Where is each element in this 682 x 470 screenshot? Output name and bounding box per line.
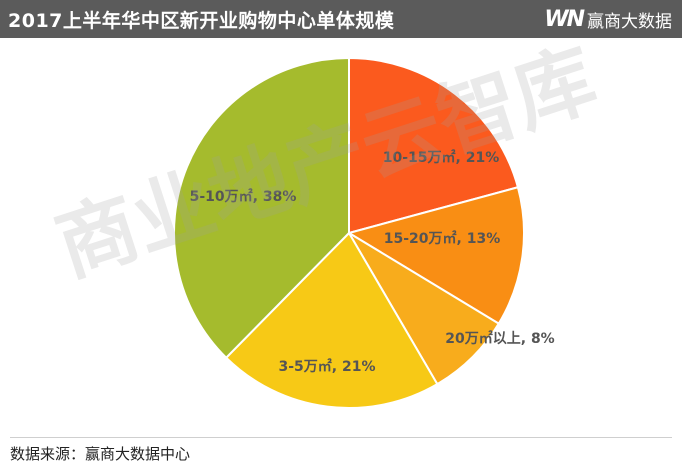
data-source: 数据来源：赢商大数据中心 [10, 445, 191, 463]
slice-label: 10-15万㎡, 21% [383, 149, 499, 166]
pie-slice [173, 56, 350, 360]
footer-divider [10, 437, 672, 438]
slice-label: 3-5万㎡, 21% [279, 358, 376, 375]
logo-text: 赢商大数据 [587, 11, 672, 32]
slice-label: 5-10万㎡, 38% [190, 188, 297, 205]
slice-label: 15-20万㎡, 13% [384, 230, 500, 247]
slice-label: 20万㎡以上, 8% [445, 330, 554, 347]
pie-chart: 10-15万㎡, 21% 15-20万㎡, 13% 20万㎡以上, 8% 3-5万㎡,… [173, 56, 555, 409]
brand-logo: WN 赢商大数据 [544, 5, 672, 33]
pie-slice [224, 231, 439, 409]
chart-area: 10-15万㎡, 21% 15-20万㎡, 13% 20万㎡以上, 8% 3-5万㎡,… [0, 31, 682, 433]
logo-mark-icon: WN [544, 6, 585, 32]
chart-title: 2017上半年华中区新开业购物中心单体规模 [8, 10, 395, 32]
header-bar: 2017上半年华中区新开业购物中心单体规模 WN 赢商大数据 [0, 0, 682, 38]
pie-slice [346, 186, 525, 325]
pie-slice [348, 56, 520, 235]
